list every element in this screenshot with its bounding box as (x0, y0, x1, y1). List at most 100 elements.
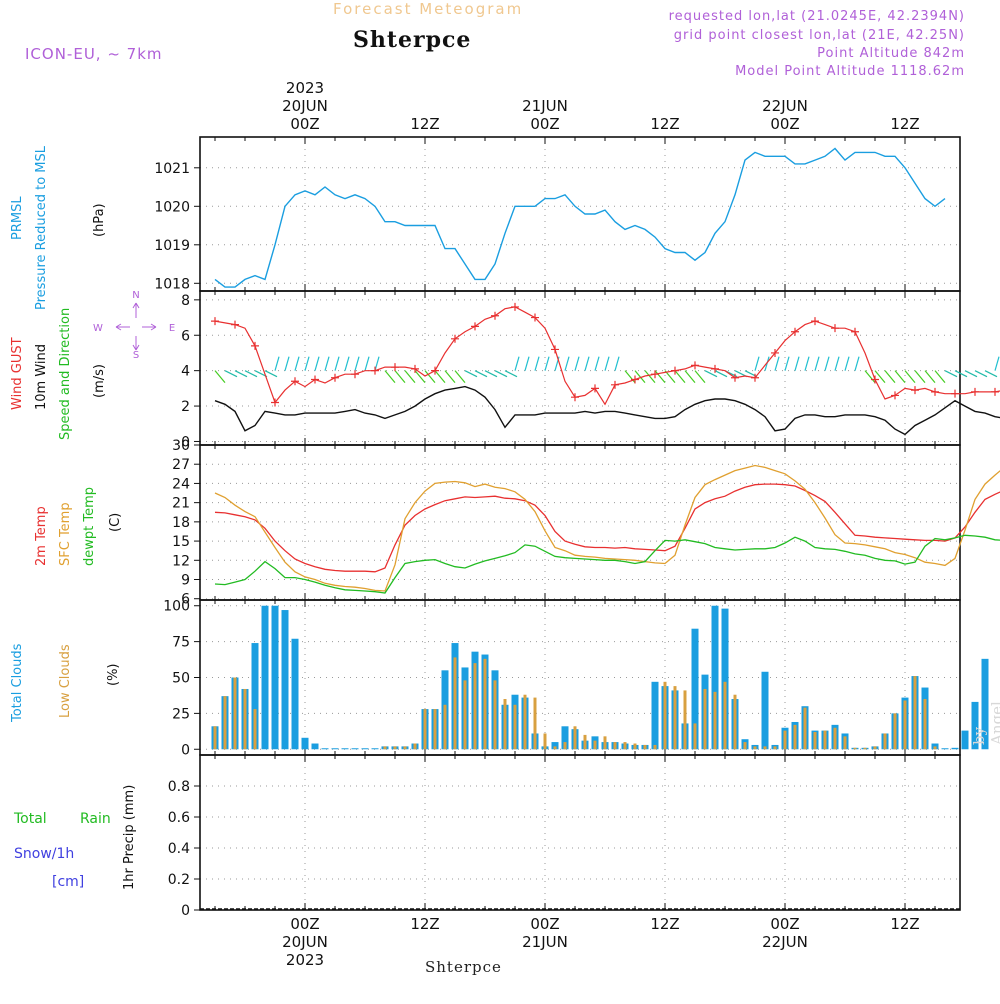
low-cloud-bar (723, 681, 727, 750)
wind-gust-marker (571, 393, 579, 402)
temp-panel (194, 444, 961, 601)
wind-direction-arrow (634, 370, 646, 384)
low-cloud-bar (623, 742, 627, 750)
wind-gust-marker (671, 366, 679, 375)
wind-ytick-label: 4 (181, 364, 190, 380)
wind-gust-marker (411, 364, 419, 373)
temp-ytick-label: 9 (181, 573, 190, 589)
low-cloud-bar (443, 704, 447, 750)
wind-direction-arrow (644, 370, 656, 384)
wind-direction-arrow (774, 356, 780, 371)
low-cloud-bar (663, 681, 667, 750)
wind-direction-arrow (284, 356, 290, 371)
wind-direction-arrow (854, 356, 860, 371)
wind-gust-marker (431, 366, 439, 375)
low-cloud-bar (633, 743, 637, 750)
model-label: ICON-EU, ~ 7km (25, 45, 163, 63)
total-cloud-bar (251, 643, 259, 750)
low-cloud-bar (233, 677, 237, 750)
wind-direction-arrow (944, 370, 958, 378)
wind-gust-marker (931, 387, 939, 396)
low-cloud-bar (773, 746, 777, 750)
clouds-ytick-label: 100 (163, 599, 190, 615)
compass-s: S (133, 350, 139, 361)
low-cloud-bar (473, 663, 477, 750)
pressure-ytick-label: 1021 (154, 161, 190, 177)
wind-ytick-label: 6 (181, 328, 190, 344)
wind-direction-arrow (474, 370, 488, 378)
low-cloud-bar (833, 727, 837, 750)
wind-direction-arrow (924, 370, 936, 384)
wind-gust-marker (951, 389, 959, 398)
wind-direction-arrow (574, 356, 580, 371)
low-cloud-bar (433, 709, 437, 750)
low-cloud-bar (823, 730, 827, 750)
chart-subtitle: Forecast Meteogram (333, 0, 524, 18)
wind-gust-marker (731, 373, 739, 382)
clouds-unit: (%) (106, 663, 121, 687)
wind-direction-arrow (264, 370, 278, 378)
wind-gust-marker (351, 370, 359, 379)
low-cloud-bar (483, 658, 487, 750)
total-clouds-label: Total Clouds (10, 643, 25, 722)
low-cloud-bar (693, 723, 697, 750)
low-cloud-bar (873, 746, 877, 750)
wind-gust-marker (371, 366, 379, 375)
wind-direction-arrow (494, 370, 508, 378)
wind-10m-label: 10m Wind (34, 343, 49, 410)
legend-snow: Snow/1h (14, 846, 75, 862)
low-cloud-bar (653, 744, 657, 750)
wind-gust-marker (971, 387, 979, 396)
total-cloud-bar (341, 748, 349, 750)
low-cloud-bar (253, 709, 257, 750)
total-cloud-bar (281, 610, 289, 750)
low-cloud-bar (703, 688, 707, 750)
precip-ytick-label: 0.6 (168, 810, 190, 826)
precip-ytick-label: 0 (181, 903, 190, 919)
wind-gust-marker (911, 386, 919, 395)
pressure-unit: (hPa) (92, 203, 107, 237)
compass-e: E (169, 323, 175, 334)
legend-rain: Rain (80, 811, 111, 827)
wind-direction-arrow (244, 370, 258, 378)
wind-gust-marker (831, 324, 839, 333)
temp-sfc-label: SFC Temp (58, 502, 73, 566)
wind-direction-arrow (894, 370, 906, 384)
wind-gust-marker (711, 364, 719, 373)
wind-direction-arrow (504, 370, 518, 378)
total-cloud-bar (361, 748, 369, 750)
wind-direction-arrow (314, 356, 320, 371)
temp-ytick-label: 27 (172, 457, 190, 473)
temp-sfc-line (214, 464, 1000, 592)
temp-ytick-label: 30 (172, 438, 190, 454)
point-altitude: Point Altitude 842m (817, 46, 965, 61)
total-cloud-bar (651, 681, 659, 750)
low-cloud-bar (913, 676, 917, 750)
wind-direction-arrow (214, 370, 226, 384)
precip-ytick-label: 0.4 (168, 841, 190, 857)
clouds-ytick-label: 50 (172, 671, 190, 687)
temp-ytick-label: 12 (172, 553, 190, 569)
wind-direction-arrow (604, 356, 610, 371)
wind-direction-arrow (614, 356, 620, 371)
low-cloud-bar (593, 740, 597, 750)
precip-ytick-label: 0.8 (168, 779, 190, 795)
low-cloud-bar (553, 746, 557, 750)
temp-ytick-label: 21 (172, 496, 190, 512)
wind-ytick-label: 8 (181, 293, 190, 309)
low-cloud-bar (403, 746, 407, 750)
bottom-time-label: 00Z (290, 915, 319, 933)
wind-direction-arrow (904, 370, 916, 384)
low-cloud-bar (813, 732, 817, 750)
wind-direction-arrow (514, 356, 520, 371)
total-cloud-bar (561, 726, 569, 750)
wind-gust-marker (451, 334, 459, 343)
legend-cm: [cm] (52, 874, 85, 890)
low-cloud-bar (933, 746, 937, 750)
wind-direction-arrow (434, 370, 446, 384)
low-cloud-bar (503, 699, 507, 750)
low-cloud-bar (863, 747, 867, 750)
low-cloud-bar (713, 691, 717, 750)
low-cloud-bar (543, 733, 547, 750)
